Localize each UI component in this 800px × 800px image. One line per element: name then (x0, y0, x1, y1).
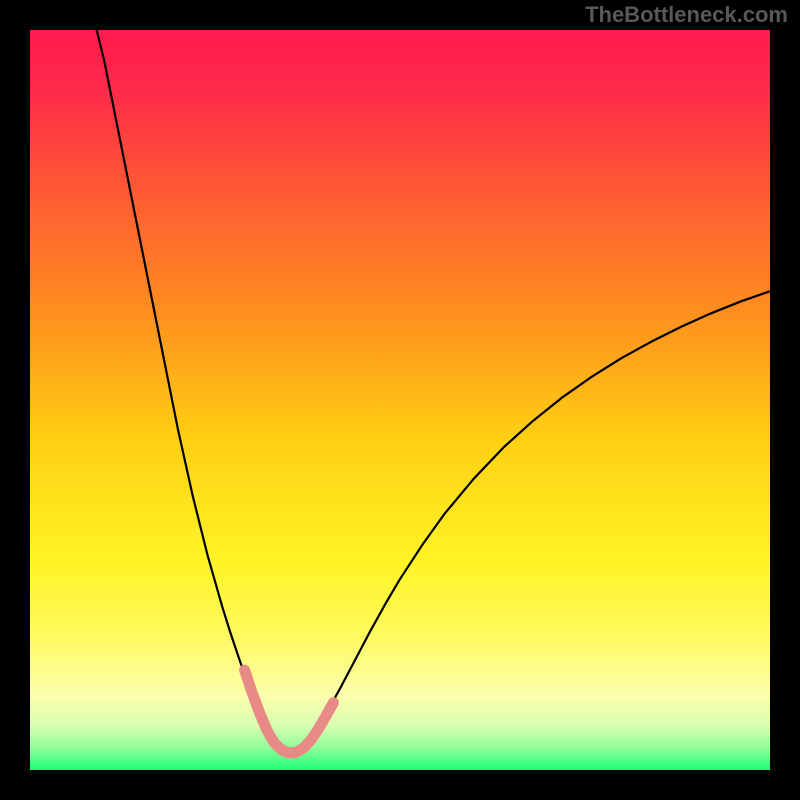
bottleneck-curve (97, 30, 770, 754)
chart-container: TheBottleneck.com (0, 0, 800, 800)
plot-area (30, 30, 770, 770)
valley-highlight (245, 670, 334, 753)
curve-layer (30, 30, 770, 770)
watermark-text: TheBottleneck.com (585, 2, 788, 28)
